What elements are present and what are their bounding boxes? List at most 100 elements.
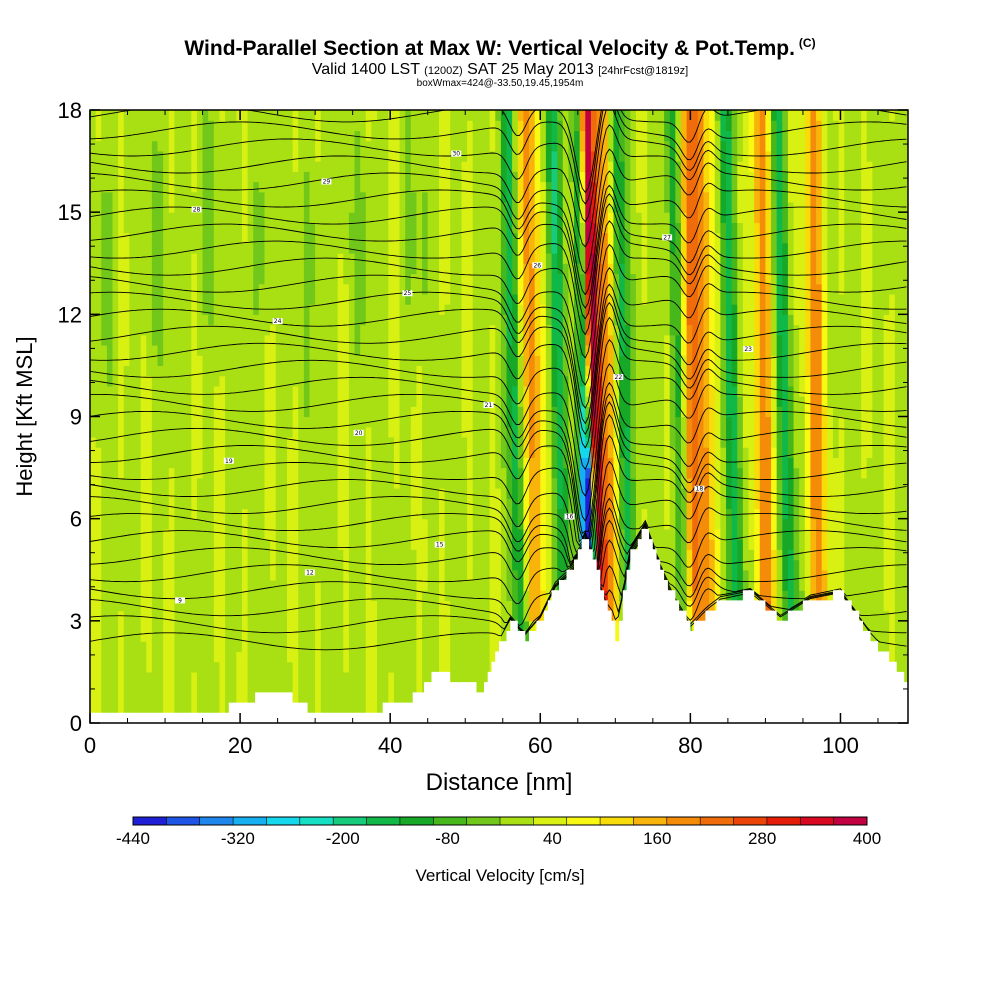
- field-cell: [382, 232, 389, 244]
- field-cell: [140, 293, 147, 305]
- field-cell: [123, 477, 130, 489]
- field-cell: [326, 579, 333, 591]
- field-cell: [320, 426, 327, 438]
- field-cell: [360, 457, 367, 469]
- field-cell: [123, 242, 130, 254]
- field-cell: [455, 590, 463, 601]
- field-cell: [163, 416, 170, 428]
- field-cell: [90, 283, 97, 295]
- field-cell: [455, 283, 463, 295]
- field-cell: [332, 212, 339, 223]
- field-cell: [360, 528, 367, 540]
- field-cell: [168, 171, 176, 183]
- field-cell: [185, 416, 192, 428]
- field-cell: [422, 498, 429, 510]
- field-cell: [320, 518, 327, 530]
- field-cell: [337, 559, 344, 571]
- field-cell: [472, 120, 479, 132]
- field-cell: [500, 283, 508, 295]
- field-cell: [512, 559, 519, 571]
- field-cell: [489, 590, 496, 601]
- field-cell: [180, 283, 187, 295]
- field-cell: [517, 559, 524, 571]
- field-cell: [377, 528, 384, 540]
- field-cell: [208, 426, 215, 438]
- field-cell: [258, 631, 266, 642]
- field-cell: [433, 457, 440, 469]
- field-cell: [180, 273, 187, 285]
- field-cell: [270, 375, 277, 387]
- field-cell: [101, 682, 108, 693]
- field-cell: [540, 488, 547, 499]
- field-cell: [529, 253, 536, 264]
- field-cell: [208, 191, 215, 203]
- field-cell: [241, 661, 249, 673]
- field-cell: [315, 283, 322, 295]
- field-cell: [258, 273, 266, 285]
- field-cell: [489, 436, 496, 448]
- field-cell: [495, 498, 502, 510]
- field-cell: [151, 396, 159, 407]
- field-cell: [230, 344, 237, 356]
- field-cell: [529, 488, 536, 499]
- field-cell: [545, 324, 553, 336]
- field-cell: [326, 549, 333, 561]
- field-cell: [489, 416, 496, 428]
- field-cell: [483, 293, 491, 305]
- field-cell: [236, 528, 243, 540]
- field-cell: [534, 242, 541, 254]
- field-cell: [388, 610, 395, 622]
- field-cell: [151, 385, 159, 397]
- field-cell: [320, 579, 327, 591]
- field-cell: [467, 140, 474, 152]
- field-cell: [185, 283, 192, 295]
- field-cell: [377, 569, 384, 581]
- field-cell: [219, 457, 226, 469]
- field-cell: [365, 355, 373, 367]
- field-cell: [450, 488, 457, 499]
- field-cell: [118, 242, 125, 254]
- field-cell: [382, 293, 389, 305]
- field-cell: [523, 120, 530, 132]
- field-cell: [354, 528, 361, 540]
- field-cell: [523, 498, 530, 510]
- field-cell: [157, 273, 164, 285]
- field-cell: [151, 242, 159, 254]
- field-cell: [478, 334, 485, 346]
- field-cell: [348, 671, 356, 683]
- field-cell: [416, 334, 423, 346]
- field-cell: [247, 334, 254, 346]
- field-cell: [270, 416, 277, 428]
- field-cell: [90, 590, 97, 601]
- field-cell: [326, 334, 333, 346]
- field-cell: [180, 314, 187, 326]
- field-cell: [326, 181, 333, 193]
- field-cell: [135, 130, 142, 142]
- field-cell: [118, 191, 125, 203]
- field-cell: [405, 600, 412, 612]
- field-cell: [146, 436, 153, 448]
- field-cell: [529, 334, 536, 346]
- field-cell: [146, 488, 153, 499]
- field-cell: [416, 324, 423, 336]
- field-cell: [135, 314, 142, 326]
- field-cell: [399, 293, 406, 305]
- field-cell: [315, 416, 322, 428]
- field-cell: [236, 477, 243, 489]
- field-cell: [377, 631, 384, 642]
- field-cell: [174, 293, 181, 305]
- field-cell: [450, 671, 457, 683]
- field-cell: [196, 150, 204, 162]
- field-cell: [332, 426, 339, 438]
- field-cell: [264, 447, 271, 458]
- field-cell: [219, 201, 226, 213]
- field-cell: [180, 559, 187, 571]
- field-cell: [332, 436, 339, 448]
- field-cell: [196, 641, 204, 653]
- field-cell: [483, 406, 491, 418]
- field-cell: [399, 232, 406, 244]
- field-cell: [472, 375, 479, 387]
- field-cell: [101, 559, 108, 571]
- field-cell: [140, 232, 147, 244]
- field-cell: [388, 416, 395, 428]
